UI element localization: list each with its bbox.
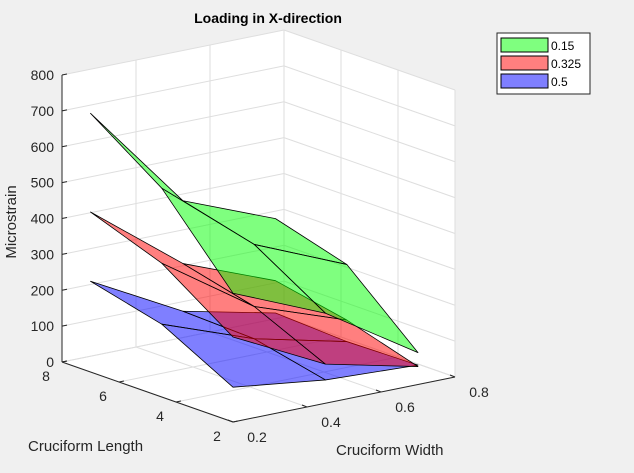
z-tick: [61, 181, 68, 184]
legend-label: 0.5: [551, 75, 568, 89]
grid-line: [61, 29, 285, 76]
chart-title: Loading in X-direction: [194, 10, 342, 26]
x-tick: [375, 389, 382, 393]
x-axis-line: [232, 376, 456, 423]
z-tick-label: 0: [46, 354, 54, 370]
z-axis-label: Microstrain: [3, 185, 20, 258]
surface-patch: [253, 244, 419, 353]
y-tick: [61, 360, 68, 363]
grid-line: [61, 137, 285, 184]
legend-swatch: [500, 55, 549, 71]
y-tick: [232, 420, 239, 423]
z-tick: [61, 288, 68, 291]
z-tick-label: 400: [31, 211, 55, 227]
grid-line: [61, 101, 285, 148]
z-tick-label: 100: [31, 318, 55, 334]
y-tick-label: 6: [99, 388, 107, 404]
x-tick: [301, 404, 308, 408]
grid-line: [283, 208, 456, 270]
y-axis-label: Cruciform Length: [28, 438, 143, 455]
z-tick: [61, 73, 68, 76]
surfaces: [90, 112, 419, 388]
y-tick: [175, 400, 182, 403]
legend-label: 0.15: [551, 39, 575, 53]
y-tick-label: 2: [213, 428, 221, 444]
surface-0.15: [90, 112, 419, 353]
legend-swatch: [500, 73, 549, 89]
x-tick-label: 0.8: [469, 384, 489, 400]
grid-line: [283, 29, 456, 91]
z-tick-label: 300: [31, 246, 55, 262]
grid-line: [283, 137, 456, 199]
z-tick-label: 700: [31, 103, 55, 119]
z-tick-label: 500: [31, 175, 55, 191]
z-tick-label: 600: [31, 139, 55, 155]
z-tick-label: 800: [31, 67, 55, 83]
grid-line: [283, 65, 456, 127]
x-axis-label: Cruciform Width: [336, 442, 444, 459]
z-tick: [61, 109, 68, 112]
x-tick-label: 0.4: [321, 414, 341, 430]
x-tick: [449, 374, 456, 378]
z-tick-label: 200: [31, 282, 55, 298]
x-tick-label: 0.2: [247, 429, 267, 445]
tick-labels: 0 100 200 300 400 500 600 700 800 2 4 6 8 0.2 0.4 0.6 0.…: [31, 67, 489, 445]
y-tick-label: 8: [42, 368, 50, 384]
x-tick-label: 0.6: [395, 399, 415, 415]
z-tick: [61, 324, 68, 327]
x-tick: [227, 419, 234, 423]
z-tick: [61, 217, 68, 219]
legend-label: 0.325: [551, 57, 581, 71]
y-axis-line: [61, 361, 234, 423]
y-tick: [118, 380, 125, 383]
axis-lines: [61, 73, 456, 423]
grid-line: [283, 173, 456, 234]
y-tick-label: 4: [156, 408, 164, 424]
legend-swatch: [500, 37, 549, 53]
legend[interactable]: 0.15 0.325 0.5: [496, 32, 591, 95]
grid-line: [61, 65, 285, 112]
z-tick: [61, 252, 68, 255]
z-tick: [61, 145, 68, 148]
grid-line: [283, 101, 456, 163]
